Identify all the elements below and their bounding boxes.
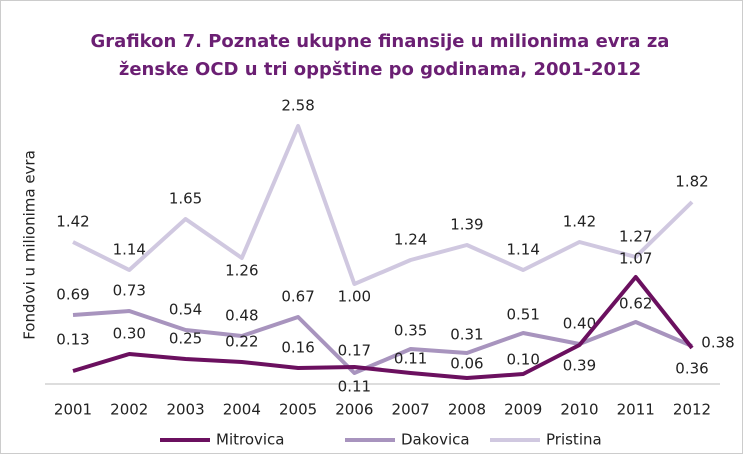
data-label: 1.42 [563,213,596,231]
data-label: 0.40 [563,315,596,333]
data-label: 1.07 [619,250,652,268]
data-label: 1.24 [394,231,427,249]
line-series [72,309,693,375]
x-tick-label: 2006 [335,401,373,419]
chart-title: Grafikon 7. Poznate ukupne finansije u m… [91,31,670,52]
y-axis-label: Fondovi u milionima evra [21,150,39,340]
data-label: 0.73 [113,282,146,300]
x-tick-label: 2011 [617,401,655,419]
data-label: 1.14 [113,241,146,259]
x-tick-label: 2004 [223,401,261,419]
data-label: 0.17 [338,342,371,360]
legend-label: Pristina [546,431,602,449]
data-label: 1.42 [56,213,89,231]
data-label: 0.06 [450,355,483,373]
data-label: 0.62 [619,295,652,313]
data-label: 1.82 [675,173,708,191]
x-tick-label: 2002 [110,401,148,419]
legend-label: Dakovica [401,431,470,449]
line-series [72,124,694,286]
legend-label: Mitrovica [216,431,285,449]
data-label: 0.39 [563,357,596,375]
data-label: 0.54 [169,301,202,319]
data-label: 0.11 [394,350,427,368]
data-label: 0.35 [394,322,427,340]
chart-title: ženske OCD u tri oppštine po godinama, 2… [119,59,641,80]
data-label: 0.30 [113,325,146,343]
x-tick-label: 2010 [560,401,598,419]
x-tick-label: 2005 [279,401,317,419]
x-tick-label: 2009 [504,401,542,419]
x-tick-label: 2001 [54,401,92,419]
data-label: 1.26 [225,262,258,280]
x-tick-label: 2012 [673,401,711,419]
x-tick-label: 2003 [166,401,204,419]
data-label: 1.27 [619,228,652,246]
data-label: 0.36 [675,360,708,378]
data-label: 1.65 [169,190,202,208]
data-label: 0.13 [56,331,89,349]
x-tick-label: 2007 [392,401,430,419]
data-label: 0.38 [701,334,734,352]
data-label: 0.51 [506,306,539,324]
line-series [72,275,694,380]
data-label: 2.58 [281,97,314,115]
data-label: 0.22 [225,333,258,351]
x-tick-label: 2008 [448,401,486,419]
data-label: 0.69 [56,286,89,304]
data-label: 1.14 [506,241,539,259]
data-label: 0.31 [450,326,483,344]
data-label: 0.25 [169,330,202,348]
data-label: 0.16 [281,339,314,357]
data-label: 1.39 [450,216,483,234]
data-label: 0.67 [281,288,314,306]
data-label: 0.11 [338,378,371,396]
data-label: 0.10 [506,351,539,369]
data-label: 0.48 [225,307,258,325]
data-label: 1.00 [338,288,371,306]
